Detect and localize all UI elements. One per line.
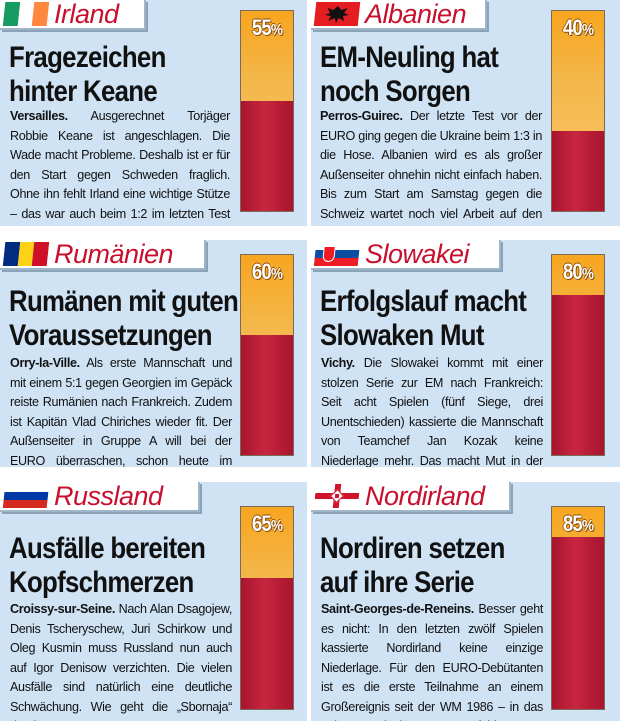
percent-symbol: % xyxy=(270,266,283,283)
probability-value: 80 xyxy=(562,259,583,284)
article-text: Croissy-sur-Seine. Nach Alan Dsagojew, D… xyxy=(10,600,232,721)
article-text: Perros-Guirec. Der letzte Test vor der E… xyxy=(320,107,542,226)
headline-line-1: Nordiren setzen xyxy=(320,532,505,565)
headline-line-1: EM-Neuling hat xyxy=(320,41,499,74)
headline: Nordiren setzen auf ihre Serie xyxy=(320,532,505,600)
panel-nordirland: Nordirland Nordiren setzen auf ihre Seri… xyxy=(311,482,620,721)
headline-line-1: Fragezeichen xyxy=(9,41,166,74)
dateline: Versailles. xyxy=(10,109,68,123)
probability-bar: 40% xyxy=(551,10,605,212)
probability-bar: 60% xyxy=(240,254,294,456)
article-text: Orry-la-Ville. Als erste Mannschaft und … xyxy=(10,354,232,467)
dateline: Croissy-sur-Seine. xyxy=(10,602,115,616)
dateline: Orry-la-Ville. xyxy=(10,356,80,370)
country-name: Nordirland xyxy=(365,482,485,511)
percent-symbol: % xyxy=(581,22,594,39)
percent-symbol: % xyxy=(581,518,594,535)
country-name: Russland xyxy=(54,482,163,511)
probability-bar: 65% xyxy=(240,506,294,710)
country-tag: Nordirland xyxy=(311,482,511,512)
article-body: Die Slowakei kommt mit einer stolzen Ser… xyxy=(321,356,543,467)
country-tag: Albanien xyxy=(311,0,487,30)
probability-value: 40 xyxy=(562,15,583,40)
article-body: Der letzte Test vor der EURO ging gegen … xyxy=(320,109,542,221)
article-body: Nach Alan Dsagojew, Denis Tscheryschew, … xyxy=(10,602,232,721)
probability-label: 80% xyxy=(556,259,600,285)
country-name: Rumänien xyxy=(54,240,174,269)
article-text: Saint-Georges-de-Reneins. Besser geht es… xyxy=(321,600,543,721)
probability-fill xyxy=(552,131,604,211)
panel-irland: Irland Fragezeichen hinter Keane Versail… xyxy=(0,0,307,226)
dateline: Saint-Georges-de-Reneins. xyxy=(321,602,474,616)
article-text: Vichy. Die Slowakei kommt mit einer stol… xyxy=(321,354,543,467)
panel-rumaenien: Rumänien Rumänen mit guten Voraussetzung… xyxy=(0,240,307,467)
country-tag: Russland xyxy=(0,482,200,512)
article-body: Besser geht es nicht: In den letzten zwö… xyxy=(321,602,544,721)
country-tag: Irland xyxy=(0,0,146,30)
country-name: Albanien xyxy=(365,0,467,29)
probability-label: 85% xyxy=(556,511,600,537)
probability-label: 60% xyxy=(245,259,289,285)
headline: Erfolgslauf macht Slowaken Mut xyxy=(320,285,527,353)
article-text: Versailles. Ausgerechnet Torjäger Robbie… xyxy=(10,107,230,226)
headline: Fragezeichen hinter Keane xyxy=(9,41,166,109)
country-tag: Rumänien xyxy=(0,240,206,270)
ireland-flag-icon xyxy=(2,2,50,26)
probability-label: 65% xyxy=(245,511,289,537)
panel-russland: Russland Ausfälle bereiten Kopfschmerzen… xyxy=(0,482,307,721)
slovakia-flag-icon xyxy=(313,242,361,266)
northern-ireland-flag-icon xyxy=(313,484,361,508)
panel-slowakei: Slowakei Erfolgslauf macht Slowaken Mut … xyxy=(311,240,620,467)
headline-line-2: Kopfschmerzen xyxy=(9,566,194,599)
headline-line-2: Voraussetzungen xyxy=(9,319,213,352)
dateline: Perros-Guirec. xyxy=(320,109,403,123)
probability-bar: 55% xyxy=(240,10,294,212)
headline: Rumänen mit guten Voraussetzungen xyxy=(9,285,239,353)
probability-value: 65 xyxy=(251,511,272,536)
probability-fill xyxy=(552,537,604,709)
headline-line-1: Erfolgslauf macht xyxy=(320,285,527,318)
probability-fill xyxy=(241,101,293,211)
percent-symbol: % xyxy=(581,266,594,283)
headline-line-2: noch Sorgen xyxy=(320,75,471,108)
headline-line-1: Ausfälle bereiten xyxy=(9,532,206,565)
article-body: Als erste Mannschaft und mit einem 5:1 g… xyxy=(10,356,232,467)
probability-fill xyxy=(241,577,293,709)
probability-label: 55% xyxy=(245,15,289,41)
probability-fill xyxy=(552,295,604,455)
percent-symbol: % xyxy=(270,518,283,535)
percent-symbol: % xyxy=(270,22,283,39)
headline: Ausfälle bereiten Kopfschmerzen xyxy=(9,532,206,600)
probability-value: 60 xyxy=(251,259,272,284)
article-body: Ausgerechnet Torjäger Robbie Keane ist a… xyxy=(10,109,230,221)
panel-albanien: Albanien EM-Neuling hat noch Sorgen Perr… xyxy=(311,0,620,226)
probability-label: 40% xyxy=(556,15,600,41)
dateline: Vichy. xyxy=(321,356,355,370)
russia-flag-icon xyxy=(2,484,50,508)
probability-fill xyxy=(241,335,293,455)
headline: EM-Neuling hat noch Sorgen xyxy=(320,41,499,109)
headline-line-2: Slowaken Mut xyxy=(320,319,484,352)
country-tag: Slowakei xyxy=(311,240,501,270)
country-name: Irland xyxy=(54,0,119,29)
headline-line-2: auf ihre Serie xyxy=(320,566,475,599)
headline-line-1: Rumänen mit guten xyxy=(9,285,239,318)
country-name: Slowakei xyxy=(365,240,470,269)
albania-flag-icon xyxy=(313,2,361,26)
probability-bar: 80% xyxy=(551,254,605,456)
probability-bar: 85% xyxy=(551,506,605,710)
headline-line-2: hinter Keane xyxy=(9,75,158,108)
probability-value: 85 xyxy=(562,511,583,536)
probability-value: 55 xyxy=(251,15,272,40)
romania-flag-icon xyxy=(2,242,50,266)
